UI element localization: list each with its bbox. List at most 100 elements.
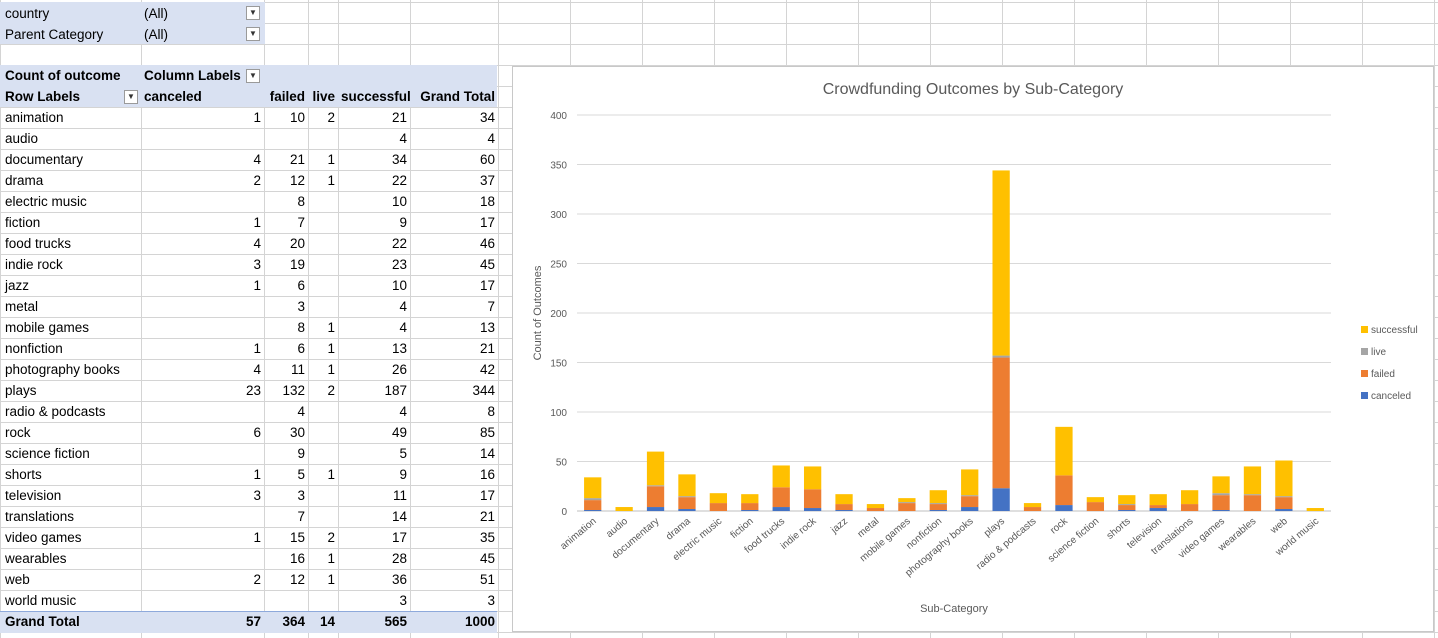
pivot-cell-total: 37 [479, 173, 495, 188]
legend-swatch-live [1361, 348, 1368, 355]
grand-total-total: 1000 [464, 614, 495, 629]
pivot-cell-failed: 12 [289, 173, 305, 188]
bar-segment-successful [1086, 497, 1105, 503]
bar-segment-canceled [1212, 510, 1230, 511]
pivot-cell-live [308, 590, 338, 611]
bar-segment-failed [1149, 505, 1167, 509]
pivot-row-label: wearables [5, 551, 67, 566]
pivot-cell-total: 17 [479, 215, 495, 230]
pivot-row-label: mobile games [5, 320, 90, 335]
bar-segment-failed [1118, 505, 1136, 511]
pivot-cell-successful: 10 [391, 278, 407, 293]
pivot-row-label: radio & podcasts [5, 404, 106, 419]
pivot-cell-canceled: 1 [253, 467, 261, 482]
pivot-cell-failed: 20 [289, 236, 305, 251]
bar-segment-failed [992, 357, 1010, 489]
column-labels-dropdown[interactable]: ▼ [246, 69, 260, 83]
bar-segment-live [992, 355, 1010, 358]
x-tick-label: plays [982, 516, 1007, 539]
pivot-cell-canceled [141, 548, 264, 569]
y-tick-label: 150 [550, 359, 567, 370]
bar-segment-canceled [584, 510, 602, 511]
pivot-row-label: animation [5, 110, 64, 125]
pivot-cell-failed: 8 [297, 320, 305, 335]
pivot-cell-canceled: 2 [253, 572, 261, 587]
pivot-row-label: documentary [5, 152, 84, 167]
bar-segment-successful [615, 507, 633, 511]
pivot-cell-live [308, 506, 338, 527]
pivot-corner-label: Count of outcome [5, 68, 121, 83]
filter-parent-category-value: (All) [144, 27, 168, 42]
pivot-cell-successful: 4 [399, 131, 407, 146]
bar-segment-failed [1243, 495, 1262, 511]
bar-segment-canceled [741, 510, 759, 511]
y-tick-label: 400 [550, 111, 567, 122]
pivot-cell-total: 13 [479, 320, 495, 335]
pivot-row-label: drama [5, 173, 44, 188]
bar-segment-successful [992, 170, 1010, 356]
legend-label-live: live [1371, 347, 1386, 358]
pivot-cell-successful: 13 [391, 341, 407, 356]
pivot-cell-canceled: 23 [245, 383, 261, 398]
pivot-cell-successful: 4 [399, 404, 407, 419]
pivot-cell-live [308, 191, 338, 212]
pivot-cell-failed: 7 [297, 215, 305, 230]
pivot-cell-live [308, 422, 338, 443]
bar-segment-successful [1243, 466, 1262, 495]
bar-segment-successful [1275, 460, 1293, 497]
x-tick-label: rock [1048, 515, 1070, 536]
bar-segment-successful [961, 469, 979, 496]
bar-segment-failed [929, 504, 947, 511]
pivot-cell-failed: 4 [297, 404, 305, 419]
pivot-cell-live: 1 [327, 551, 335, 566]
pivot-cell-canceled: 1 [253, 341, 261, 356]
pivot-cell-successful: 10 [391, 194, 407, 209]
pivot-row-label: world music [5, 593, 77, 608]
pivot-cell-total: 16 [479, 467, 495, 482]
pivot-column-labels: Column Labels [144, 68, 241, 83]
pivot-row-label: television [5, 488, 62, 503]
pivot-cell-successful: 22 [391, 236, 407, 251]
pivot-cell-successful: 11 [392, 488, 407, 503]
pivot-cell-canceled [141, 191, 264, 212]
row-labels-dropdown[interactable]: ▼ [124, 90, 138, 104]
pivot-cell-live: 2 [327, 530, 335, 545]
filter-country-dropdown[interactable]: ▼ [246, 6, 260, 20]
pivot-cell-failed: 5 [297, 467, 305, 482]
bar-segment-live [1275, 496, 1293, 498]
pivot-cell-total: 35 [479, 530, 495, 545]
filter-parent-category-dropdown[interactable]: ▼ [246, 27, 260, 41]
pivot-cell-canceled: 4 [253, 152, 261, 167]
bar-segment-live [898, 502, 916, 504]
bar-segment-canceled [835, 510, 853, 511]
pivot-cell-successful: 34 [391, 152, 407, 167]
pivot-cell-canceled [141, 506, 264, 527]
bar-segment-successful [741, 494, 759, 504]
pivot-cell-canceled: 1 [253, 110, 261, 125]
pivot-cell-canceled [141, 128, 264, 149]
pivot-cell-live [308, 254, 338, 275]
pivot-cell-live: 2 [327, 110, 335, 125]
chart-panel[interactable]: Crowdfunding Outcomes by Sub-Category 0 50… [512, 66, 1434, 632]
pivot-cell-live [308, 212, 338, 233]
bar-segment-canceled [992, 488, 1010, 511]
pivot-cell-canceled [141, 443, 264, 464]
legend-swatch-successful [1361, 326, 1368, 333]
pivot-row-label: photography books [5, 362, 120, 377]
y-tick-label: 250 [550, 260, 567, 271]
pivot-row-label: nonfiction [5, 341, 63, 356]
pivot-row-label: fiction [5, 215, 41, 230]
grand-total-failed: 364 [282, 614, 305, 629]
pivot-cell-failed: 6 [297, 278, 305, 293]
pivot-cell-successful: 26 [391, 362, 407, 377]
pivot-cell-failed: 12 [289, 572, 305, 587]
bar-segment-failed [803, 489, 822, 509]
bar-segment-live [961, 495, 979, 497]
header-failed: failed [269, 89, 305, 104]
pivot-row-labels: Row Labels [5, 89, 81, 104]
pivot-cell-canceled: 1 [253, 215, 261, 230]
bar-segment-successful [646, 451, 665, 486]
bar-segment-successful [1180, 490, 1199, 505]
chart-title: Crowdfunding Outcomes by Sub-Category [823, 81, 1124, 98]
pivot-cell-live: 1 [327, 572, 335, 587]
